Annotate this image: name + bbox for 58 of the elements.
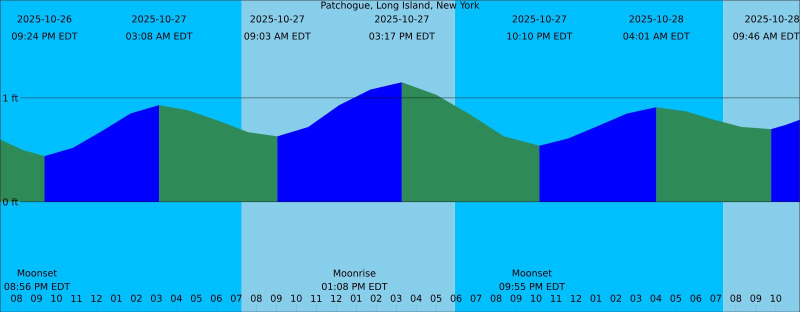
annotation: 09:55 PM EDT <box>499 282 566 290</box>
x-tick-label: 09 <box>750 294 762 302</box>
x-tick-label: 12 <box>91 294 102 302</box>
x-tick-label: 02 <box>131 294 142 302</box>
annotation: 2025-10-27 <box>512 15 566 22</box>
x-tick-label: 06 <box>690 294 702 302</box>
x-tick-label: 03 <box>390 294 402 302</box>
annotation: Moonset <box>18 269 57 276</box>
x-tick-label: 09 <box>270 294 282 302</box>
x-tick-label: 03 <box>630 294 642 302</box>
annotation: 04:01 AM EDT <box>623 32 690 40</box>
x-tick-label: 12 <box>571 294 582 302</box>
x-tick-label: 11 <box>551 294 562 302</box>
x-tick-label: 12 <box>331 294 342 302</box>
ref-line-label: 1 ft <box>3 94 18 102</box>
x-tick-label: 04 <box>650 294 662 302</box>
annotation: 2025-10-28 <box>745 15 799 22</box>
x-tick-label: 07 <box>710 294 722 302</box>
x-tick-label: 04 <box>170 294 182 302</box>
x-tick-label: 05 <box>190 294 202 302</box>
annotation: 09:03 AM EDT <box>244 32 311 40</box>
x-tick-label: 02 <box>370 294 382 302</box>
x-tick-label: 06 <box>210 294 222 302</box>
x-tick-label: 10 <box>770 294 782 302</box>
x-tick-label: 09 <box>510 294 522 302</box>
annotation: 2025-10-27 <box>375 15 429 22</box>
x-tick-label: 05 <box>670 294 682 302</box>
x-tick-label: 01 <box>590 294 602 302</box>
x-tick-label: 09 <box>31 294 42 302</box>
x-tick-label: 10 <box>531 294 542 302</box>
x-tick-label: 04 <box>410 294 422 302</box>
x-tick-label: 08 <box>250 294 262 302</box>
annotation: 01:08 PM EDT <box>322 282 388 290</box>
annotation: 2025-10-27 <box>132 15 186 22</box>
annotation: 2025-10-27 <box>250 15 304 22</box>
annotation: Moonrise <box>334 269 376 277</box>
x-tick-label: 01 <box>350 294 362 302</box>
x-tick-label: 05 <box>430 294 442 302</box>
annotation: 10:10 PM EDT <box>507 32 572 40</box>
x-tick-label: 10 <box>52 294 62 302</box>
x-tick-label: 07 <box>230 294 242 302</box>
x-tick-label: 11 <box>311 294 322 302</box>
annotation: 2025-10-28 <box>629 15 684 22</box>
annotation: 2025-10-26 <box>18 15 72 22</box>
annotation: 03:17 PM EDT <box>369 32 435 40</box>
x-tick-label: 02 <box>610 294 622 302</box>
x-tick-label: 11 <box>72 294 82 302</box>
x-tick-label: 08 <box>490 294 502 302</box>
x-tick-label: 07 <box>470 294 482 302</box>
x-tick-label: 08 <box>11 294 22 302</box>
x-tick-label: 01 <box>111 294 122 302</box>
x-tick-label: 10 <box>291 294 302 302</box>
x-tick-label: 08 <box>730 294 742 302</box>
annotation: 03:08 AM EDT <box>126 32 193 40</box>
annotation: 08:56 PM EDT <box>4 282 70 290</box>
x-tick-label: 03 <box>151 294 162 302</box>
annotation: Moonset <box>512 269 552 276</box>
annotation: 09:24 PM EDT <box>12 32 78 40</box>
